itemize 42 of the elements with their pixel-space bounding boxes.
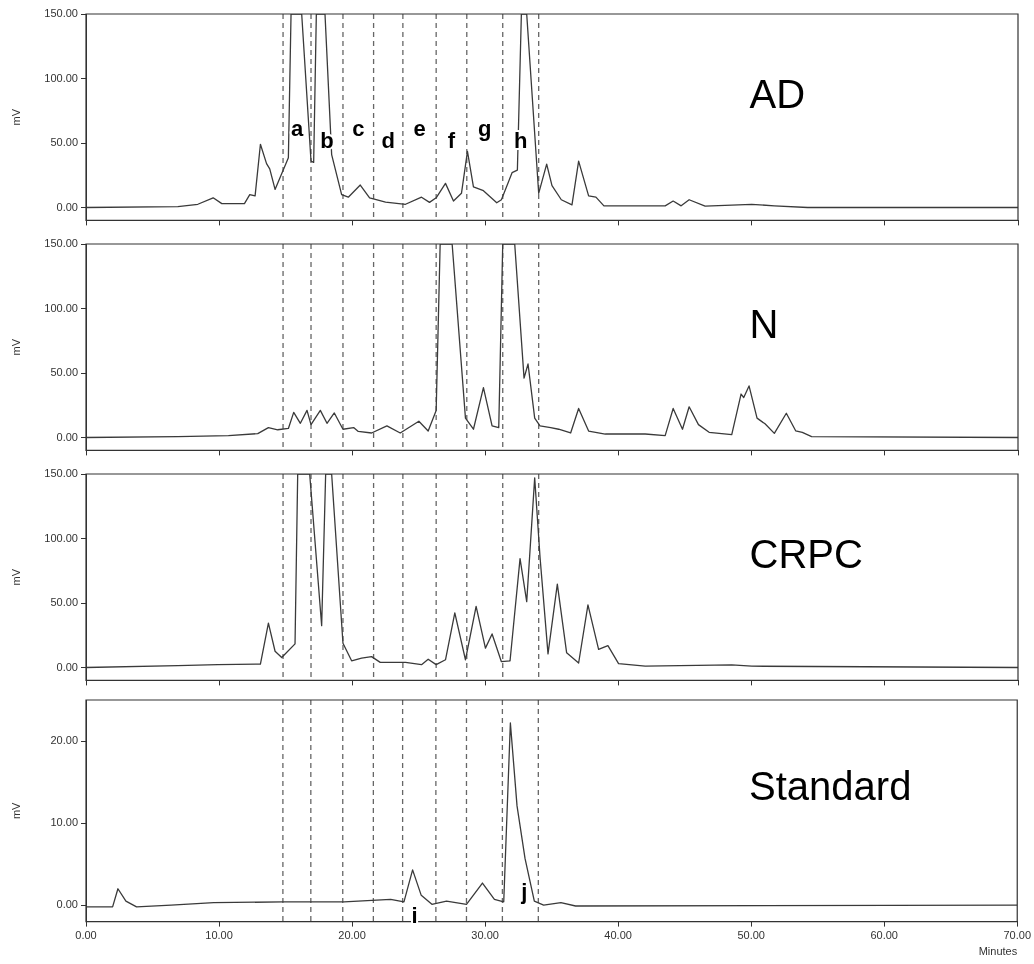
annotation: d	[381, 128, 395, 154]
text: N	[749, 301, 779, 346]
annotation: a	[290, 115, 304, 141]
annotation: f	[447, 128, 456, 154]
y-tick-label: 150.00	[44, 7, 78, 20]
x-tick-label: 40.00	[604, 929, 632, 942]
y-tick-label: 100.00	[44, 531, 78, 544]
annotation: i	[411, 903, 418, 929]
text: CRPC	[749, 531, 863, 576]
x-tick-label: 50.00	[737, 929, 765, 942]
y-tick-label: 50.00	[50, 136, 78, 149]
y-tick-label: 0.00	[56, 660, 78, 673]
y-axis-title: mV	[9, 568, 22, 586]
y-tick-label: 0.00	[56, 200, 78, 213]
y-tick-label: 150.00	[44, 467, 78, 480]
annotation: c	[352, 115, 365, 141]
x-axis-title: Minutes	[978, 945, 1018, 958]
annotation: b	[320, 128, 334, 154]
annotation: g	[478, 115, 492, 141]
text: Standard	[749, 763, 912, 808]
x-tick-label: 20.00	[338, 929, 366, 942]
y-tick-label: 100.00	[44, 71, 78, 84]
x-tick-label: 10.00	[205, 929, 233, 942]
annotation: e	[413, 115, 426, 141]
y-tick-label: 50.00	[50, 366, 78, 379]
x-tick-label: 30.00	[471, 929, 499, 942]
y-tick-label: 100.00	[44, 301, 78, 314]
y-tick-label: 0.00	[56, 898, 78, 911]
x-tick-label: 0.00	[75, 929, 97, 942]
y-tick-label: 50.00	[50, 596, 78, 609]
x-tick-label: 60.00	[870, 929, 898, 942]
y-axis-title: mV	[9, 108, 22, 126]
y-axis-title: mV	[9, 338, 22, 356]
annotation: j	[520, 879, 528, 905]
text: AD	[749, 71, 806, 116]
y-tick-label: 0.00	[56, 430, 78, 443]
y-axis-title: mV	[9, 801, 22, 820]
y-tick-label: 10.00	[50, 816, 78, 829]
y-tick-label: 150.00	[44, 237, 78, 250]
y-tick-label: 20.00	[50, 734, 78, 747]
annotation: h	[513, 128, 528, 154]
x-tick-label: 70.00	[1003, 929, 1031, 942]
